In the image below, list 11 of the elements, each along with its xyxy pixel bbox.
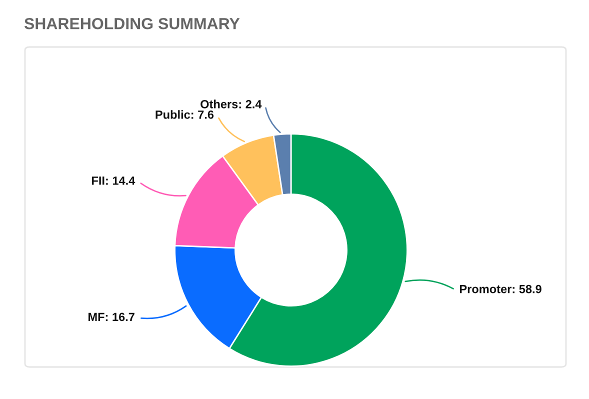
slice-label: Others [200,100,238,108]
data-label: : 2.4 [239,100,262,108]
data-label: : 14.4 [106,176,136,185]
slice-label: Promoter [460,285,512,294]
data-label: : 58.9 [512,284,542,294]
slice-label: MF [88,312,104,322]
slice-label: FII [92,176,104,185]
chart-title: SHAREHOLDING SUMMARY [24,18,240,30]
data-label: : 16.7 [106,312,134,322]
slice-label: Public [156,110,190,119]
data-label: : 7.6 [192,110,214,119]
